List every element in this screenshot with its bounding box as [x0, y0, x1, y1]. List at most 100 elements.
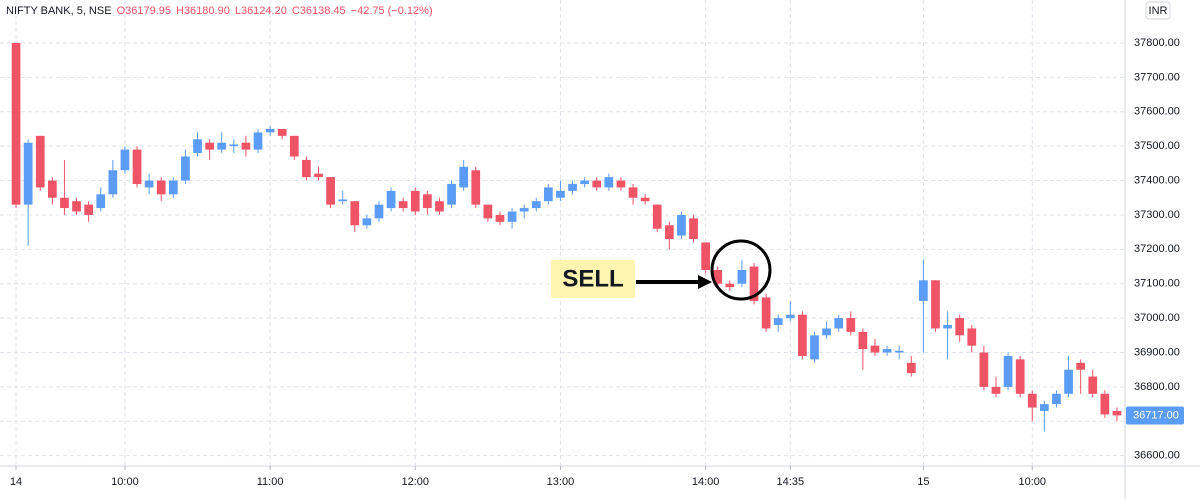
candle-body — [531, 201, 541, 209]
candle-body — [955, 318, 965, 336]
x-tick-label: 11:00 — [257, 476, 284, 488]
candle-body — [447, 183, 456, 205]
candle-body — [725, 283, 735, 288]
candle-body — [483, 204, 493, 219]
candle-body — [810, 335, 819, 360]
candle-body — [701, 242, 710, 270]
candle-body — [84, 204, 93, 215]
high: H36180.90 — [176, 5, 230, 17]
candle-body — [229, 144, 239, 147]
candle-body — [519, 208, 529, 212]
candle-body — [241, 142, 251, 150]
candle-body — [132, 149, 142, 184]
candle-body — [314, 173, 323, 178]
candle-body — [616, 180, 626, 188]
candle-body — [1112, 410, 1122, 416]
currency[interactable]: INR — [1149, 5, 1168, 17]
y-tick-label: 37000.00 — [1134, 312, 1180, 324]
candle-body — [96, 194, 106, 209]
candle-body — [931, 280, 940, 329]
candle-body — [580, 180, 590, 184]
candle-body — [592, 180, 602, 188]
candles — [11, 42, 1122, 432]
candle-body — [35, 135, 45, 188]
candle-body — [1052, 393, 1061, 405]
x-tick-label: 12:00 — [402, 476, 430, 488]
candle-body — [459, 166, 469, 188]
candle-body — [906, 362, 916, 374]
x-tick-label: 14 — [10, 476, 22, 488]
annotation-box — [551, 260, 635, 298]
y-tick-label: 37200.00 — [1134, 243, 1180, 255]
candle-body — [277, 128, 287, 136]
y-tick-label: 37500.00 — [1134, 140, 1180, 152]
candle-body — [398, 201, 408, 209]
candle-body — [1040, 404, 1049, 411]
candle-body — [604, 177, 614, 188]
candle-body — [410, 190, 420, 212]
candle-body — [785, 314, 795, 319]
candle-body — [652, 204, 662, 229]
candle-body — [144, 180, 154, 188]
candle-body — [737, 269, 747, 284]
highlight-circle — [710, 239, 772, 301]
last-price-label: 36717.00 — [1133, 409, 1179, 421]
candle-body — [1015, 359, 1025, 394]
candle-body — [979, 352, 989, 387]
candle-body — [1064, 369, 1073, 394]
candle-body — [713, 269, 723, 284]
x-tick-label: 10:00 — [111, 476, 139, 488]
legend: NIFTY BANK, 5, NSE O36179.95 H36180.90 L361… — [6, 5, 433, 17]
arrow-head — [698, 275, 712, 289]
open: O36179.95 — [117, 5, 171, 17]
candle-body — [217, 142, 227, 150]
candle-body — [761, 297, 771, 329]
candle-body — [664, 225, 674, 240]
candle-body — [858, 331, 868, 350]
low: L36124.20 — [235, 5, 287, 17]
candle-body — [289, 135, 299, 157]
candle-body — [543, 187, 553, 202]
x-tick-label: 10:00 — [1019, 476, 1047, 488]
candle-body — [822, 328, 831, 336]
candle-body — [749, 266, 759, 301]
candle-body — [834, 318, 844, 329]
candle-body — [1027, 393, 1037, 408]
candle-body — [798, 314, 807, 356]
candle-body — [72, 201, 81, 212]
candle-body — [507, 211, 517, 222]
candle-body — [423, 194, 432, 209]
currency-box[interactable] — [1145, 1, 1171, 20]
candle-body — [350, 201, 360, 226]
symbol: NIFTY BANK, 5, NSE — [6, 5, 112, 17]
candle-body — [253, 132, 263, 150]
candle-body — [362, 218, 372, 226]
candle-body — [689, 218, 698, 240]
candle-body — [326, 177, 335, 205]
close: C36138.45 — [292, 5, 346, 17]
candle-body — [435, 201, 444, 212]
candle-body — [919, 280, 928, 301]
x-tick-label: 14:00 — [692, 476, 720, 488]
candle-body — [773, 318, 783, 325]
y-tick-label: 36600.00 — [1134, 450, 1180, 462]
x-tick-label: 13:00 — [547, 476, 575, 488]
last-price-box — [1126, 406, 1184, 425]
candle-body — [894, 350, 904, 353]
y-tick-label: 37600.00 — [1134, 106, 1180, 118]
candle-body — [943, 324, 952, 329]
y-tick-label: 36900.00 — [1134, 346, 1180, 358]
candle-body — [870, 345, 880, 353]
candle-body — [168, 180, 178, 195]
candle-body — [193, 139, 202, 154]
candle-body — [1088, 376, 1098, 394]
candle-body — [628, 187, 638, 198]
candle-body — [1076, 362, 1086, 370]
candle-body — [846, 318, 856, 332]
candle-body — [374, 204, 384, 219]
candle-body — [181, 156, 190, 181]
candle-body — [23, 142, 33, 205]
candle-body — [265, 128, 275, 133]
annotation: SELL — [562, 265, 623, 292]
candle-body — [156, 180, 166, 195]
